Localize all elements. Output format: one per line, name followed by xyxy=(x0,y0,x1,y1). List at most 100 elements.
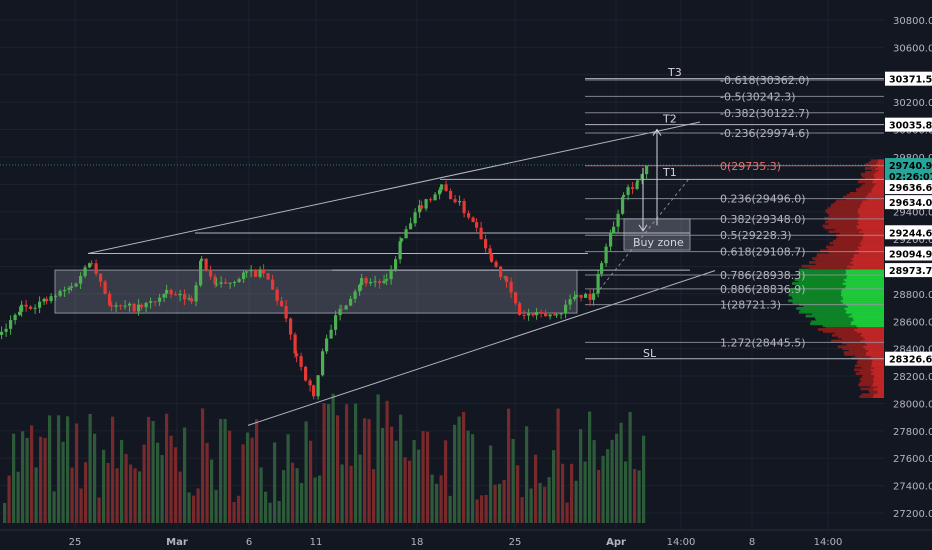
volume-bar xyxy=(642,435,646,523)
profile-bar xyxy=(857,245,884,249)
fibonacci-levels: -0.618(30362.0) -0.5(30242.3) -0.382(30122… xyxy=(585,74,884,349)
profile-bar xyxy=(856,324,884,328)
volume-bar xyxy=(336,415,340,523)
candle-body xyxy=(165,289,169,294)
volume-bar xyxy=(381,427,385,523)
candle-body xyxy=(254,269,258,277)
volume-bar xyxy=(561,463,565,523)
profile-bar xyxy=(850,260,884,264)
profile-bar xyxy=(859,222,884,226)
volume-bar xyxy=(390,426,394,523)
profile-bar xyxy=(851,312,884,316)
fib-label: 0.236(29496.0) xyxy=(720,193,806,206)
volume-bar xyxy=(205,442,209,523)
price-channel xyxy=(0,78,884,426)
volume-bar xyxy=(12,433,16,523)
candle-body xyxy=(559,313,563,315)
candle-body xyxy=(564,304,568,314)
profile-bar xyxy=(834,331,884,335)
price-tick-label: 28800.0 xyxy=(893,290,932,301)
candle-body xyxy=(579,294,583,298)
candle-body xyxy=(99,273,103,282)
volume-bar xyxy=(601,455,605,523)
profile-bar xyxy=(872,381,884,385)
profile-bar xyxy=(846,193,884,197)
candle-body xyxy=(505,276,509,282)
candle-body xyxy=(271,279,275,290)
profile-bar xyxy=(798,268,884,272)
profile-bar xyxy=(857,220,884,224)
target-1-label: T1 xyxy=(662,166,677,179)
volume-bar xyxy=(93,433,97,523)
profile-bar xyxy=(844,353,884,356)
profile-bar xyxy=(846,264,884,268)
profile-bar xyxy=(855,372,884,375)
volume-bar xyxy=(102,449,106,523)
profile-bar xyxy=(837,335,884,339)
profile-bar xyxy=(799,270,884,274)
volume-bar xyxy=(304,421,308,523)
volume-bar xyxy=(232,502,236,523)
candle-body xyxy=(458,201,462,203)
profile-bar xyxy=(861,393,884,397)
volume-bar xyxy=(462,411,466,523)
volume-bar xyxy=(84,462,88,523)
time-tick-label: 11 xyxy=(310,537,323,548)
profile-bar xyxy=(865,337,884,341)
candle-body xyxy=(153,301,157,303)
candle-body xyxy=(0,331,4,335)
profile-bar xyxy=(846,308,884,312)
volume-bar xyxy=(624,461,628,523)
profile-bar xyxy=(857,326,884,329)
volume-bar xyxy=(282,470,286,523)
profile-bar xyxy=(810,322,884,326)
candle-body xyxy=(640,174,644,181)
profile-bar xyxy=(800,276,884,280)
volume-bar xyxy=(457,416,461,523)
profile-bar xyxy=(860,339,884,343)
profile-bar xyxy=(788,289,884,293)
candle-body xyxy=(29,306,33,309)
profile-bar xyxy=(862,228,884,232)
profile-bar xyxy=(874,374,884,377)
profile-bar xyxy=(799,283,884,287)
profile-bar xyxy=(845,285,884,289)
profile-bar xyxy=(859,377,884,381)
profile-bar xyxy=(859,370,884,374)
volume-bar xyxy=(367,419,371,523)
candle-body xyxy=(394,259,398,270)
volume-bar xyxy=(358,454,362,523)
price-tick-label: 30200.0 xyxy=(893,98,932,109)
volume-bar xyxy=(21,431,25,523)
candle-body xyxy=(631,187,635,189)
volume-bar xyxy=(120,439,124,523)
volume-bar xyxy=(471,434,475,523)
volume-bar xyxy=(412,440,416,523)
profile-bar xyxy=(873,366,884,370)
volume-bar xyxy=(322,403,326,523)
profile-bar xyxy=(858,207,884,211)
candle-body xyxy=(444,184,448,191)
profile-bar xyxy=(861,174,884,178)
profile-bar xyxy=(845,283,884,287)
volume-bar xyxy=(264,491,268,523)
price-tag-text: 29244.6 xyxy=(889,228,932,239)
profile-bar xyxy=(868,161,884,165)
volume-bar xyxy=(75,423,79,523)
volume-bar xyxy=(435,483,439,523)
candle-body xyxy=(58,291,62,296)
profile-bar xyxy=(837,236,884,239)
candle-body xyxy=(344,305,348,310)
volume-bar xyxy=(52,491,56,523)
profile-bar xyxy=(858,218,884,222)
volume-bar xyxy=(237,495,241,523)
price-tick-label: 27400.0 xyxy=(893,482,932,493)
time-tick-label: Apr xyxy=(606,537,626,548)
profile-bar xyxy=(832,239,884,243)
profile-bar xyxy=(878,159,884,163)
candle-body xyxy=(178,293,182,296)
price-tick-label: 29200.0 xyxy=(893,235,932,246)
candle-body xyxy=(194,285,198,302)
buy-zone-label: Buy zone xyxy=(633,236,684,249)
